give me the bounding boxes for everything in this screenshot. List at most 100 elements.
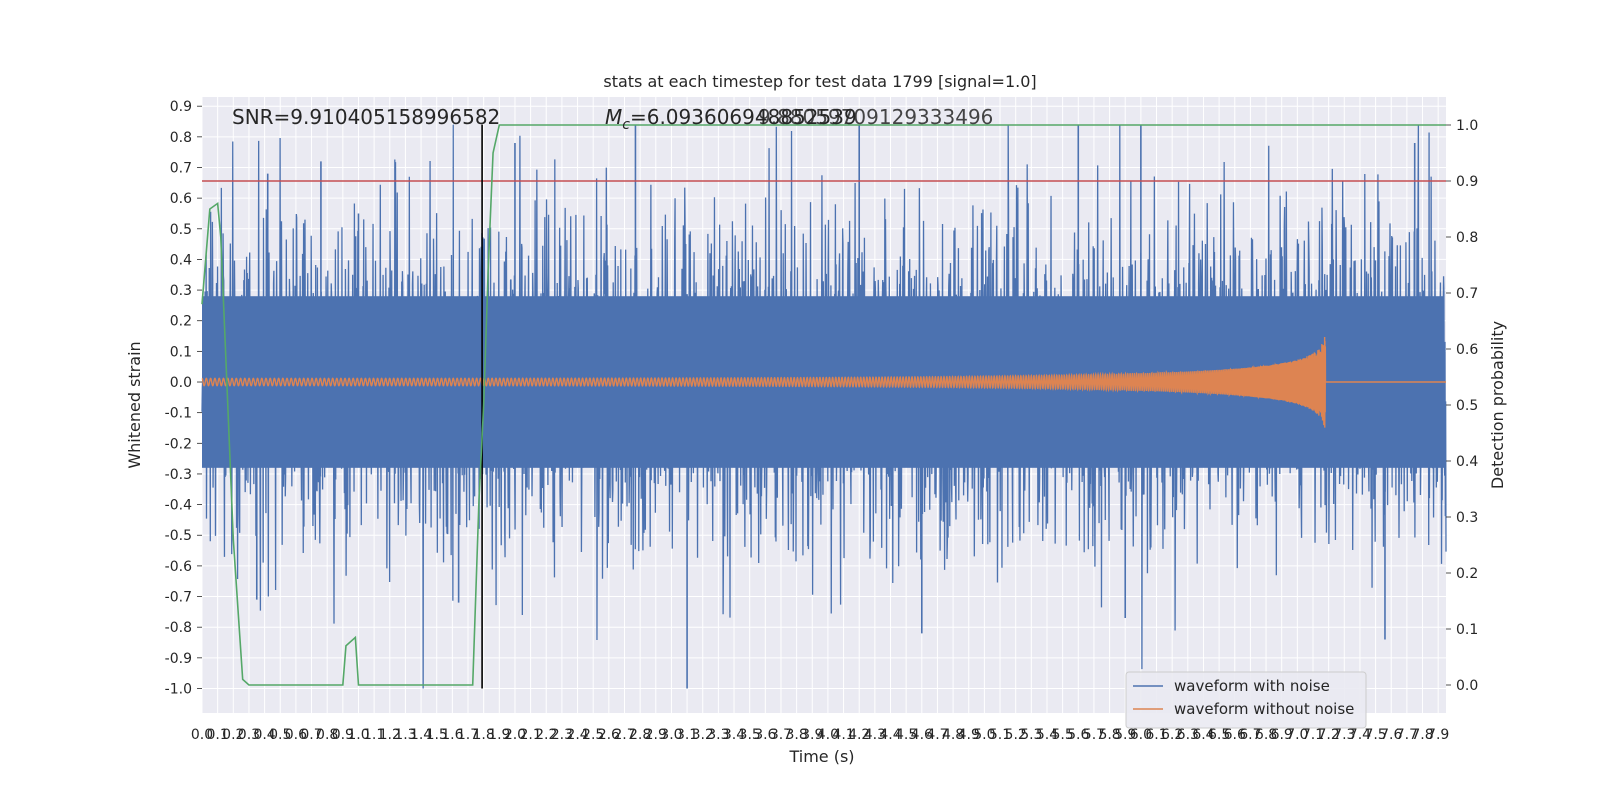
x-tick-label: 4.8 [942, 727, 964, 743]
x-tick-label: 0.4 [253, 727, 275, 743]
x-tick-label: 6.6 [1224, 727, 1246, 743]
legend-label-clean: waveform without noise [1174, 700, 1354, 718]
x-tick-label: 0.6 [285, 727, 307, 743]
x-tick-label: 3.0 [660, 727, 682, 743]
y-tick-label: -0.7 [165, 590, 192, 606]
x-tick-label: 1.9 [488, 727, 510, 743]
x-tick-label: 0.2 [222, 727, 244, 743]
y-tick-label: -0.1 [165, 406, 192, 422]
y-axis-label: Whitened strain [125, 341, 144, 468]
y-tick-label: 0.7 [170, 160, 192, 176]
x-tick-label: 7.9 [1427, 727, 1449, 743]
x-tick-label: 5.1 [989, 727, 1011, 743]
x-tick-label: 7.2 [1318, 727, 1340, 743]
x-tick-label: 3.5 [739, 727, 761, 743]
x-tick-label: 3.6 [754, 727, 776, 743]
x-tick-label: 0.1 [207, 727, 229, 743]
x-tick-label: 3.2 [692, 727, 714, 743]
x-axis-label: Time (s) [788, 747, 854, 766]
y-tick-label: -0.9 [165, 651, 192, 667]
x-tick-label: 6.2 [1161, 727, 1183, 743]
x-tick-label: 7.1 [1302, 727, 1324, 743]
x-tick-label: 4.7 [926, 727, 948, 743]
y-right-tick-label: 0.1 [1456, 622, 1478, 638]
x-tick-label: 7.3 [1333, 727, 1355, 743]
x-tick-label: 7.0 [1286, 727, 1308, 743]
x-tick-label: 3.9 [801, 727, 823, 743]
y-right-tick-label: 0.8 [1456, 230, 1478, 246]
x-tick-label: 1.8 [473, 727, 495, 743]
legend-label-noise: waveform with noise [1174, 677, 1330, 695]
x-tick-label: 3.1 [676, 727, 698, 743]
x-tick-label: 1.1 [363, 727, 385, 743]
x-tick-label: 4.0 [817, 727, 839, 743]
y-tick-label: 0.4 [170, 252, 192, 268]
x-tick-label: 4.4 [879, 727, 901, 743]
x-tick-label: 5.5 [1051, 727, 1073, 743]
x-tick-label: 1.7 [457, 727, 479, 743]
y-right-tick-label: 1.0 [1456, 118, 1478, 134]
y-right-tick-label: 0.4 [1456, 454, 1478, 470]
x-tick-label: 2.2 [535, 727, 557, 743]
x-tick-label: 6.0 [1130, 727, 1152, 743]
y-tick-label: -0.6 [165, 559, 192, 575]
x-tick-label: 6.7 [1239, 727, 1261, 743]
x-tick-label: 5.7 [1083, 727, 1105, 743]
x-tick-label: 2.5 [582, 727, 604, 743]
y-tick-label: 0.6 [170, 191, 192, 207]
x-tick-label: 3.7 [770, 727, 792, 743]
x-tick-label: 0.5 [269, 727, 291, 743]
y-tick-label: -0.4 [165, 498, 192, 514]
x-tick-label: 1.4 [410, 727, 432, 743]
x-tick-label: 5.3 [1020, 727, 1042, 743]
y-right-tick-label: 0.9 [1456, 174, 1478, 190]
x-tick-label: 5.4 [1036, 727, 1058, 743]
x-tick-label: 7.5 [1364, 727, 1386, 743]
x-tick-label: 4.6 [911, 727, 933, 743]
x-tick-label: 6.9 [1271, 727, 1293, 743]
x-tick-label: 6.4 [1192, 727, 1214, 743]
x-tick-label: 6.1 [1145, 727, 1167, 743]
x-tick-label: 5.0 [973, 727, 995, 743]
legend: waveform with noise waveform without noi… [1125, 671, 1367, 729]
y-right-tick-label: 0.3 [1456, 510, 1478, 526]
x-tick-label: 1.2 [379, 727, 401, 743]
y-axis-right-label: Detection probability [1488, 321, 1507, 489]
y-tick-label: 0.1 [170, 344, 192, 360]
y-tick-label: 0.9 [170, 99, 192, 115]
y-right-tick-label: 0.5 [1456, 398, 1478, 414]
x-tick-label: 5.2 [1005, 727, 1027, 743]
x-tick-label: 1.6 [441, 727, 463, 743]
x-tick-label: 4.5 [895, 727, 917, 743]
axes: 0.00.10.20.30.40.50.60.70.80.91.01.11.21… [165, 99, 1479, 743]
chirp-mass-overlap-annotation: 9.88059709129333496 [758, 105, 993, 129]
y-right-tick-label: 0.7 [1456, 286, 1478, 302]
y-right-tick-label: 0.2 [1456, 566, 1478, 582]
x-tick-label: 1.3 [394, 727, 416, 743]
y-tick-label: -0.3 [165, 467, 192, 483]
x-tick-label: 5.6 [1067, 727, 1089, 743]
x-tick-label: 2.7 [613, 727, 635, 743]
x-tick-label: 7.6 [1380, 727, 1402, 743]
x-tick-label: 0.7 [300, 727, 322, 743]
x-tick-label: 4.1 [832, 727, 854, 743]
x-tick-label: 7.4 [1349, 727, 1371, 743]
x-tick-label: 4.3 [864, 727, 886, 743]
x-tick-label: 6.5 [1208, 727, 1230, 743]
chirp-trace [201, 337, 1446, 428]
x-tick-label: 6.3 [1177, 727, 1199, 743]
x-tick-label: 1.5 [426, 727, 448, 743]
y-tick-label: -0.8 [165, 620, 192, 636]
x-tick-label: 3.3 [707, 727, 729, 743]
y-tick-label: -0.5 [165, 528, 192, 544]
x-tick-label: 1.0 [347, 727, 369, 743]
x-tick-label: 2.6 [598, 727, 620, 743]
x-tick-label: 2.3 [551, 727, 573, 743]
y-tick-label: 0.3 [170, 283, 192, 299]
snr-annotation: SNR=9.910405158996582 [232, 105, 500, 129]
series-waveform-without-noise [201, 337, 1446, 428]
x-tick-label: 2.8 [629, 727, 651, 743]
y-tick-label: -0.2 [165, 436, 192, 452]
x-tick-label: 2.9 [645, 727, 667, 743]
x-tick-label: 2.4 [566, 727, 588, 743]
